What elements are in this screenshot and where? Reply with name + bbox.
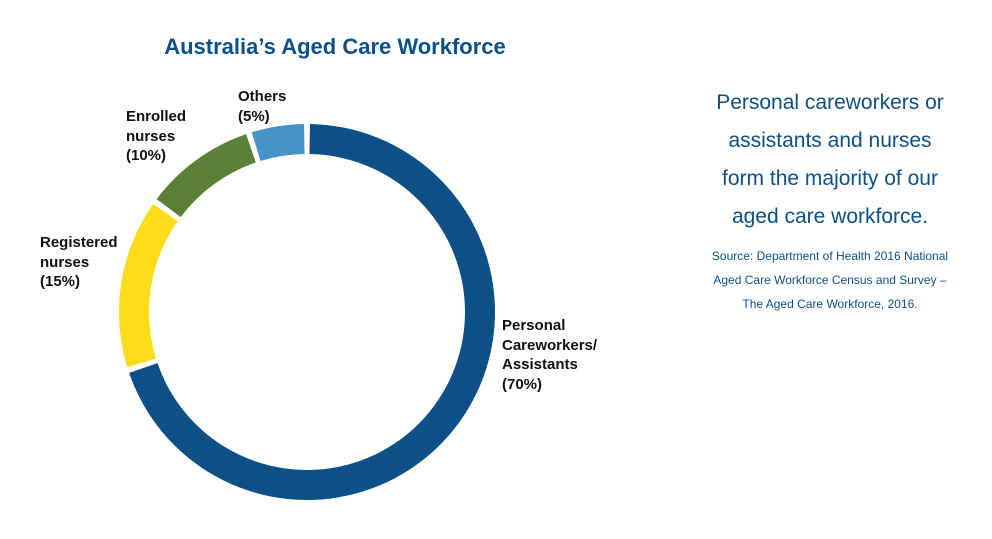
slice-label-others: Others (5%) [238, 88, 287, 125]
donut-chart [119, 124, 495, 500]
slice-label-registered-nurses: Registered nurses (15%) [40, 234, 118, 290]
summary-note: Personal careworkers or assistants and n… [716, 91, 944, 228]
slice-label-personal-careworkers: Personal Careworkers/ Assistants (70%) [502, 317, 598, 393]
source-citation: Source: Department of Health 2016 Nation… [711, 249, 949, 311]
chart-title: Australia’s Aged Care Workforce [164, 34, 506, 59]
slice-registered-nurses [119, 203, 178, 368]
slice-label-enrolled-nurses: Enrolled nurses (10%) [126, 108, 187, 164]
slice-others [251, 124, 305, 161]
slice-enrolled-nurses [156, 134, 256, 218]
